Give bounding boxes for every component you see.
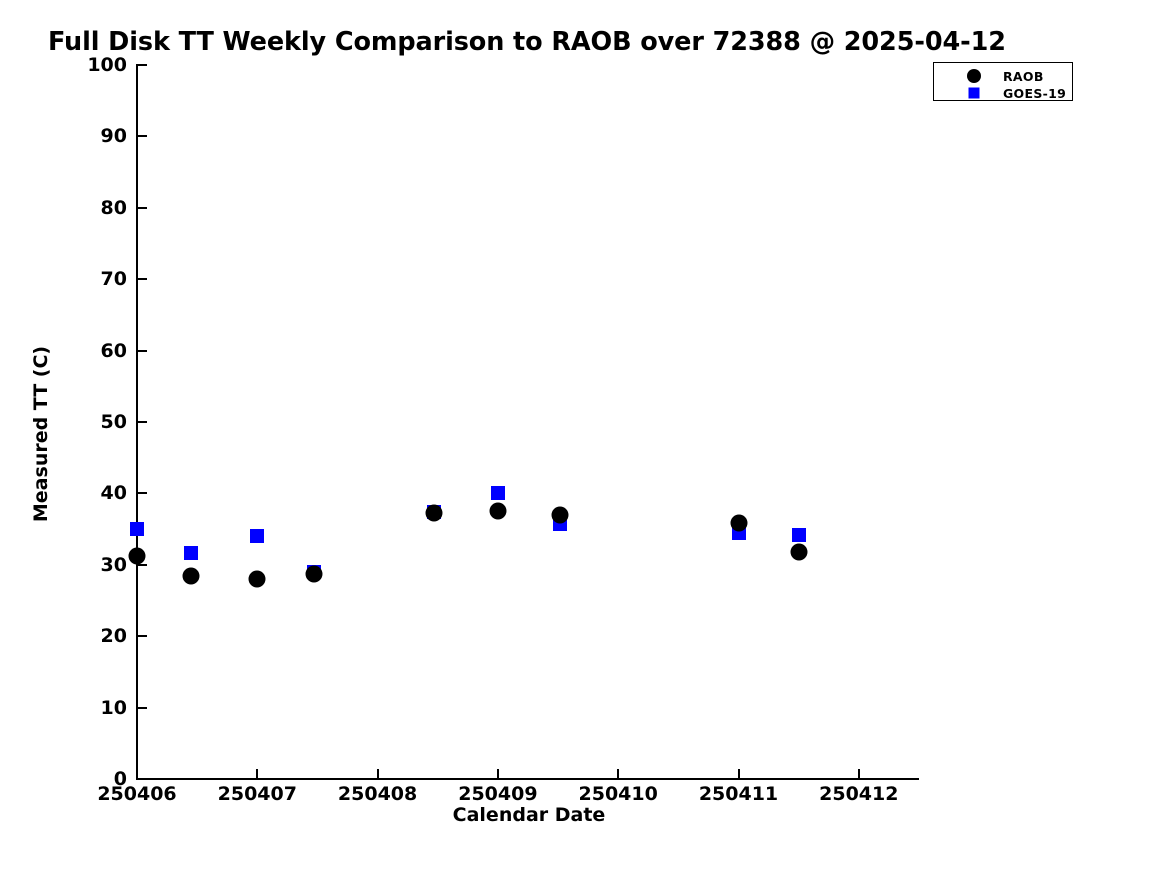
y-tick-mark <box>137 421 147 423</box>
x-tick-label: 250410 <box>578 783 658 805</box>
data-point-raob <box>128 547 146 565</box>
y-tick-label: 0 <box>113 768 127 790</box>
y-tick-mark <box>137 278 147 281</box>
y-tick-label: 80 <box>100 196 127 219</box>
legend-label: GOES-19 <box>1003 86 1067 101</box>
data-point-goes-19 <box>250 529 265 544</box>
data-point-raob <box>730 514 747 532</box>
y-tick-mark <box>137 135 147 138</box>
data-point-raob <box>182 567 200 585</box>
x-axis-label: Calendar Date <box>452 804 606 826</box>
y-tick-mark <box>137 706 147 709</box>
y-tick-label: 10 <box>100 696 127 719</box>
x-tick-mark <box>617 769 620 779</box>
x-tick-label: 250408 <box>337 783 418 805</box>
legend-circle-icon <box>963 67 985 85</box>
plot-area <box>137 65 918 779</box>
y-tick-mark <box>137 492 147 495</box>
x-tick-label: 250409 <box>458 783 538 805</box>
data-point-raob <box>551 506 569 524</box>
data-point-raob <box>248 570 266 588</box>
data-point-goes-19 <box>130 522 144 537</box>
x-tick-label: 250406 <box>97 783 177 805</box>
legend-square-icon <box>963 84 985 102</box>
data-point-goes-19 <box>184 546 199 561</box>
y-tick-label: 30 <box>100 553 127 576</box>
x-tick-mark <box>857 769 860 779</box>
y-axis-label: Measured TT (C) <box>30 345 52 523</box>
y-tick-label: 60 <box>100 339 127 362</box>
legend-entry: GOES-19 <box>934 84 1072 102</box>
x-tick-mark <box>496 769 499 779</box>
y-tick-mark <box>137 64 147 66</box>
y-tick-mark <box>137 206 147 209</box>
data-point-goes-19 <box>791 527 806 542</box>
y-tick-label: 40 <box>100 482 127 505</box>
y-tick-mark <box>137 635 147 638</box>
y-tick-label: 100 <box>87 54 127 76</box>
chart-title: Full Disk TT Weekly Comparison to RAOB o… <box>48 27 1006 57</box>
data-point-raob <box>305 565 323 583</box>
x-tick-label: 250411 <box>698 783 779 805</box>
y-tick-label: 90 <box>100 125 127 148</box>
y-tick-label: 70 <box>100 268 127 291</box>
y-tick-mark <box>137 349 147 352</box>
legend-label: RAOB <box>1003 69 1044 84</box>
x-tick-mark <box>737 769 740 779</box>
data-point-raob <box>489 502 507 520</box>
data-point-goes-19 <box>490 485 505 500</box>
y-tick-label: 50 <box>100 411 127 433</box>
chart-legend: RAOB GOES-19 <box>933 62 1073 101</box>
x-tick-mark <box>256 769 259 779</box>
x-axis-spine <box>136 778 919 780</box>
x-tick-label: 250407 <box>217 783 297 805</box>
x-tick-label: 250412 <box>819 783 899 805</box>
data-point-raob <box>790 543 808 561</box>
legend-entry: RAOB <box>934 67 1072 85</box>
y-tick-mark <box>137 563 147 566</box>
x-tick-mark <box>376 769 379 779</box>
y-tick-mark <box>137 778 147 780</box>
x-tick-mark <box>136 769 138 779</box>
data-point-raob <box>425 504 443 522</box>
y-tick-label: 20 <box>100 625 127 648</box>
